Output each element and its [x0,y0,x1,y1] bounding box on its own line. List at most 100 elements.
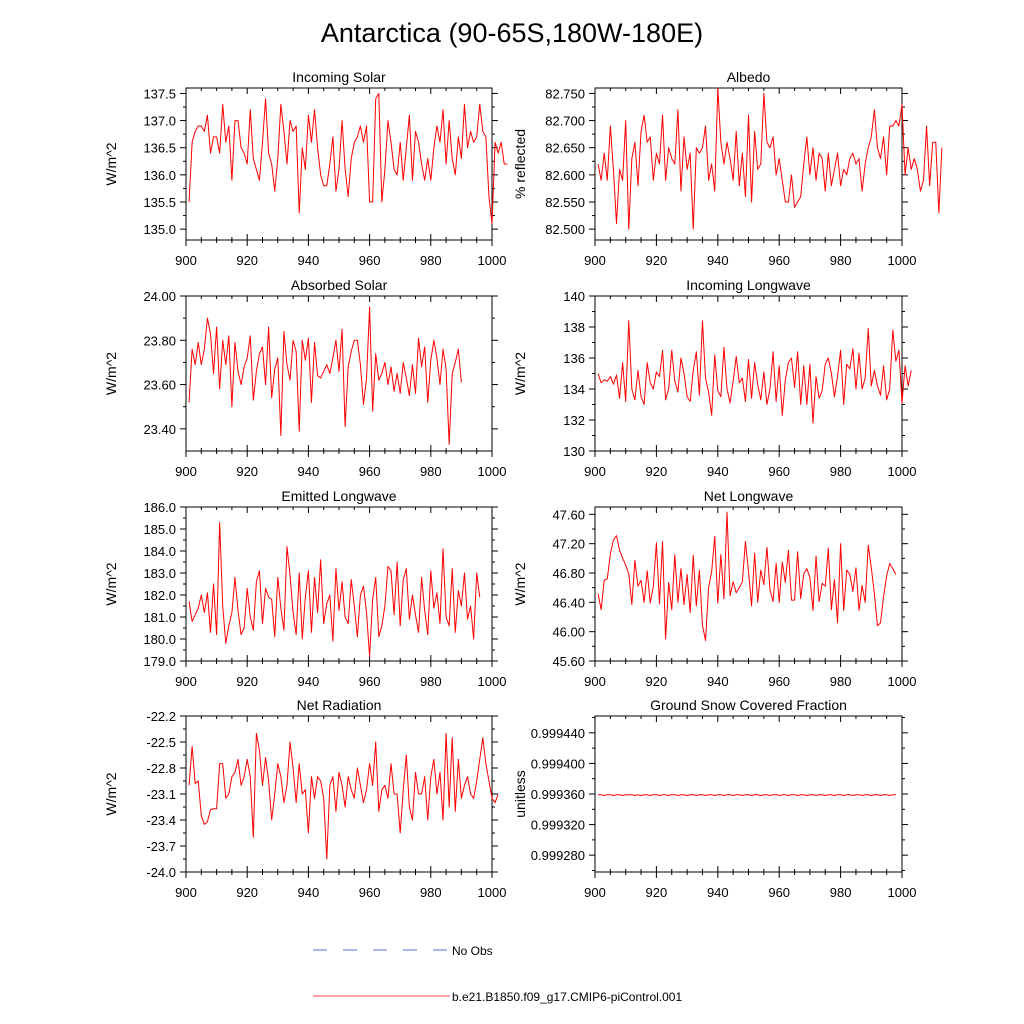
y-tick-label: 46.00 [552,625,585,640]
figure-title: Antarctica (90-65S,180W-180E) [321,18,703,48]
x-tick-label: 900 [175,674,197,689]
series-line [188,306,462,445]
x-tick-label: 1000 [478,253,507,268]
x-tick-label: 980 [830,674,852,689]
y-axis-label: W/m^2 [512,352,528,395]
y-tick-label: 0.999400 [531,756,585,771]
y-tick-label: 82.600 [545,168,585,183]
x-tick-label: 920 [236,464,258,479]
y-tick-label: 135.0 [143,222,176,237]
y-tick-label: 183.0 [143,566,176,581]
legend: No Obs b.e21.B1850.f09_g17.CMIP6-piContr… [313,944,682,1004]
y-tick-label: 45.60 [552,654,585,669]
chart-panel: Albedo % reflected 900 920 940 960 980 1000 82.5… [512,69,943,268]
x-tick-label: 940 [298,464,320,479]
y-tick-label: 182.0 [143,588,176,603]
x-tick-label: 980 [420,674,442,689]
y-tick-label: 82.500 [545,222,585,237]
y-tick-label: 47.60 [552,507,585,522]
y-tick-label: 137.0 [143,114,176,129]
x-tick-label: 900 [584,885,606,900]
x-tick-label: 960 [768,464,790,479]
chart-panel: Incoming Longwave W/m^2 900 920 940 960 980 100… [512,277,916,479]
y-tick-label: 180.0 [143,632,176,647]
series-line [598,794,896,797]
y-tick-label: 0.999320 [531,818,585,833]
x-tick-label: 980 [420,885,442,900]
y-tick-label: 0.999360 [531,787,585,802]
y-tick-label: 137.5 [143,86,176,101]
y-axis-label: W/m^2 [103,142,119,185]
y-tick-label: -23.4 [146,813,176,828]
y-tick-label: 82.650 [545,141,585,156]
y-tick-label: -22.5 [146,735,176,750]
y-tick-label: 185.0 [143,522,176,537]
x-tick-label: 1000 [888,674,917,689]
y-tick-label: 140 [563,289,585,304]
y-tick-label: 134 [563,382,585,397]
y-tick-label: 23.80 [143,333,176,348]
series-line [597,511,897,641]
y-tick-label: 24.00 [143,289,176,304]
chart-title: Incoming Longwave [686,277,811,293]
x-tick-label: 900 [584,253,606,268]
x-tick-label: 940 [298,885,320,900]
y-tick-label: 184.0 [143,544,176,559]
y-tick-label: 82.750 [545,86,585,101]
chart-panel: Net Radiation W/m^2 900 920 940 960 980 1000 -24… [103,697,506,900]
chart-panel: Net Longwave W/m^2 900 920 940 960 980 1000 45.6… [512,488,916,689]
x-tick-label: 920 [646,885,668,900]
y-tick-label: 136 [563,351,585,366]
x-tick-label: 980 [830,885,852,900]
y-tick-label: 82.550 [545,195,585,210]
series-line [188,521,481,658]
x-tick-label: 920 [646,253,668,268]
y-tick-label: 132 [563,413,585,428]
y-tick-label: 138 [563,320,585,335]
x-tick-label: 920 [646,674,668,689]
x-tick-label: 900 [175,253,197,268]
x-tick-label: 1000 [478,464,507,479]
y-axis-label: W/m^2 [103,352,119,395]
chart-title: Emitted Longwave [281,488,396,504]
y-tick-label: -22.8 [146,761,176,776]
x-tick-label: 1000 [888,885,917,900]
x-tick-label: 1000 [478,885,507,900]
legend-label-no-obs: No Obs [452,944,493,958]
y-tick-label: -23.7 [146,839,176,854]
x-tick-label: 940 [298,674,320,689]
x-tick-label: 900 [584,464,606,479]
x-tick-label: 940 [707,253,729,268]
y-tick-label: 0.999280 [531,848,585,863]
x-tick-label: 980 [420,253,442,268]
x-tick-label: 920 [236,885,258,900]
y-tick-label: 23.40 [143,422,176,437]
chart-title: Net Radiation [297,697,382,713]
x-tick-label: 940 [298,253,320,268]
x-tick-label: 900 [584,674,606,689]
x-tick-label: 960 [768,674,790,689]
series-line [597,320,912,424]
chart-panel: Absorbed Solar W/m^2 900 920 940 960 980 1000 23… [103,277,506,479]
chart-title: Incoming Solar [292,69,386,85]
y-axis-label: W/m^2 [512,562,528,605]
x-tick-label: 1000 [478,674,507,689]
y-tick-label: -23.1 [146,787,176,802]
x-tick-label: 960 [768,253,790,268]
y-tick-label: -24.0 [146,865,176,880]
x-tick-label: 960 [359,464,381,479]
chart-title: Net Longwave [704,488,794,504]
y-tick-label: 130 [563,444,585,459]
x-tick-label: 900 [175,464,197,479]
x-tick-label: 960 [359,885,381,900]
chart-title: Absorbed Solar [291,277,388,293]
y-tick-label: 82.700 [545,114,585,129]
y-tick-label: -22.2 [146,709,176,724]
y-tick-label: 47.20 [552,537,585,552]
x-tick-label: 940 [707,885,729,900]
panels: Incoming Solar W/m^2 900 920 940 960 980 1000 13… [103,69,943,900]
y-tick-label: 181.0 [143,610,176,625]
legend-label-model: b.e21.B1850.f09_g17.CMIP6-piControl.001 [452,990,682,1004]
